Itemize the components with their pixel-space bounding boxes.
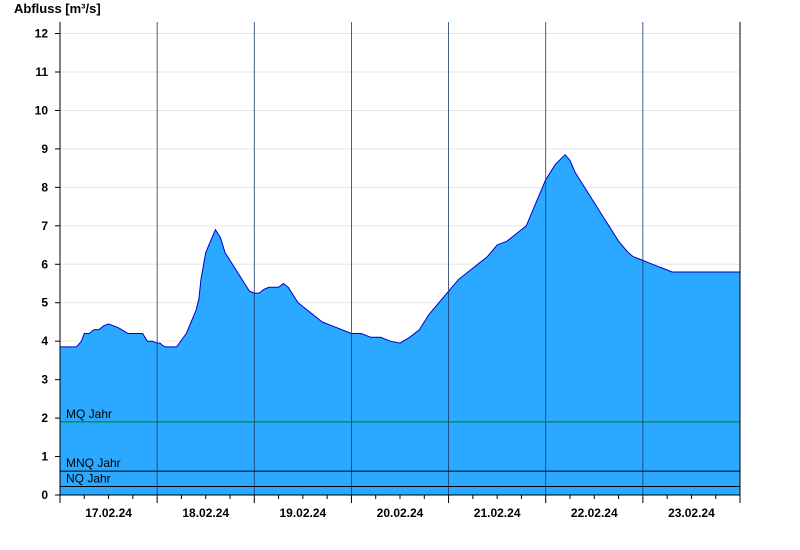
x-tick-label: 19.02.24 xyxy=(279,506,326,520)
reference-lines: MQ Jahr MNQ Jahr NQ Jahr xyxy=(60,407,740,488)
x-tick-labels: 17.02.24 18.02.24 19.02.24 20.02.24 21.02.24… xyxy=(85,506,715,520)
area-layer xyxy=(60,153,740,495)
x-tick-label: 21.02.24 xyxy=(474,506,521,520)
y-tick-label: 10 xyxy=(35,103,49,117)
y-tick-label: 8 xyxy=(41,180,48,194)
discharge-line xyxy=(60,153,740,348)
reference-line-label: MQ Jahr xyxy=(66,407,112,421)
y-axis-label: Abfluss [m³/s] xyxy=(14,1,101,16)
y-tick-label: 3 xyxy=(41,373,48,387)
y-tick-label: 1 xyxy=(41,450,48,464)
reference-line-label: MNQ Jahr xyxy=(66,456,121,470)
axes xyxy=(55,22,741,503)
y-tick-label: 4 xyxy=(41,334,48,348)
y-tick-label: 5 xyxy=(41,296,48,310)
y-tick-label: 9 xyxy=(41,142,48,156)
x-tick-label: 20.02.24 xyxy=(377,506,424,520)
y-tick-label: 2 xyxy=(41,411,48,425)
x-tick-label: 23.02.24 xyxy=(668,506,715,520)
y-tick-label: 0 xyxy=(41,488,48,502)
y-tick-label: 12 xyxy=(35,27,49,41)
x-tick-label: 22.02.24 xyxy=(571,506,618,520)
reference-line-label: NQ Jahr xyxy=(66,472,111,486)
discharge-area xyxy=(60,154,740,495)
y-tick-label: 6 xyxy=(41,257,48,271)
day-separators xyxy=(156,22,644,495)
x-tick-label: 17.02.24 xyxy=(85,506,132,520)
y-tick-label: 11 xyxy=(35,65,48,79)
x-tick-label: 18.02.24 xyxy=(182,506,229,520)
y-tick-label: 7 xyxy=(41,219,48,233)
